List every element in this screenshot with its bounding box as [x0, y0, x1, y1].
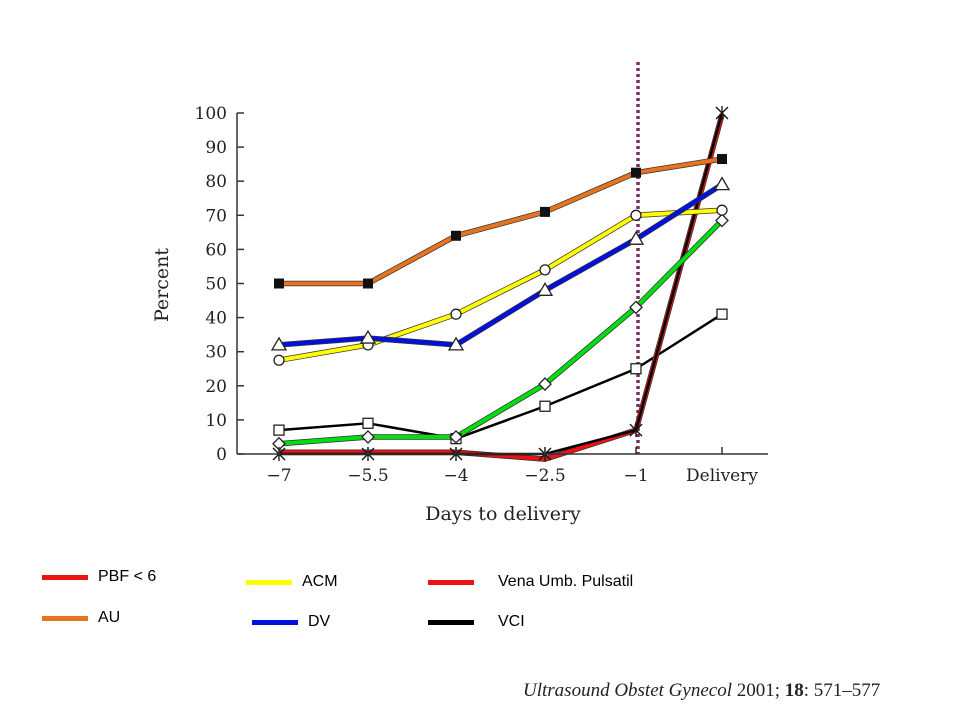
- marker-square: [362, 417, 374, 429]
- citation-volume: 18: [784, 680, 804, 701]
- x-tick-label: Delivery: [686, 466, 758, 486]
- marker-triangle: [536, 282, 554, 296]
- series-line-vci: [278, 313, 723, 440]
- marker-filled-square: [363, 278, 373, 289]
- citation-year: 2001;: [731, 680, 785, 701]
- x-tick-label: −4: [443, 466, 468, 486]
- marker-filled-square: [631, 167, 641, 178]
- marker-filled-square: [451, 230, 461, 241]
- marker-square: [630, 363, 642, 375]
- marker-circle: [273, 354, 285, 366]
- marker-square: [716, 308, 728, 320]
- marker-filled-square: [274, 278, 284, 289]
- y-tick-label: 100: [195, 104, 227, 124]
- series-line-dv-shadow: [278, 182, 724, 348]
- marker-diamond: [449, 430, 463, 444]
- marker-triangle: [270, 336, 288, 351]
- x-axis-label: Days to delivery: [425, 503, 581, 525]
- y-tick-label: 70: [205, 206, 227, 226]
- marker-circle: [450, 308, 462, 320]
- marker-filled-square: [717, 154, 727, 165]
- marker-circle: [716, 204, 728, 216]
- y-tick-label: 20: [205, 377, 227, 397]
- marker-triangle: [627, 230, 645, 245]
- y-tick-label: 90: [205, 138, 227, 158]
- marker-triangle: [447, 336, 465, 351]
- x-tick-label: −2.5: [524, 466, 565, 486]
- marker-triangle: [713, 176, 731, 191]
- x-tick-label: −5.5: [347, 466, 388, 486]
- x-tick-label: −1: [623, 466, 648, 486]
- marker-circle: [539, 264, 551, 276]
- series-line-dv: [278, 182, 724, 347]
- marker-square: [539, 400, 551, 412]
- y-tick-label: 40: [205, 309, 227, 329]
- marker-diamond: [361, 430, 375, 444]
- citation-pages: : 571–577: [803, 680, 881, 701]
- y-tick-label: 10: [205, 411, 227, 431]
- series-line-acm: [278, 208, 723, 363]
- marker-filled-square: [540, 206, 550, 217]
- marker-diamond: [715, 213, 729, 228]
- series-line-au: [279, 157, 723, 286]
- marker-diamond: [629, 300, 643, 315]
- y-tick-label: 0: [216, 445, 227, 465]
- y-tick-label: 60: [205, 240, 227, 260]
- marker-star: [715, 106, 729, 120]
- y-tick-label: 30: [205, 343, 227, 363]
- marker-diamond: [538, 377, 552, 392]
- citation: Ultrasound Obstet Gynecol 2001; 18: 571–…: [523, 680, 880, 702]
- series-line-green: [278, 219, 724, 446]
- y-tick-label: 80: [205, 172, 227, 192]
- x-tick-label: −7: [266, 466, 291, 486]
- marker-square: [273, 424, 285, 436]
- marker-star: [629, 423, 643, 438]
- y-tick-label: 50: [205, 275, 227, 295]
- marker-circle: [630, 209, 642, 221]
- y-axis-label: Percent: [151, 248, 173, 322]
- marker-triangle: [359, 329, 377, 344]
- citation-journal: Ultrasound Obstet Gynecol: [523, 680, 732, 701]
- series-line-au-shadow: [279, 156, 723, 287]
